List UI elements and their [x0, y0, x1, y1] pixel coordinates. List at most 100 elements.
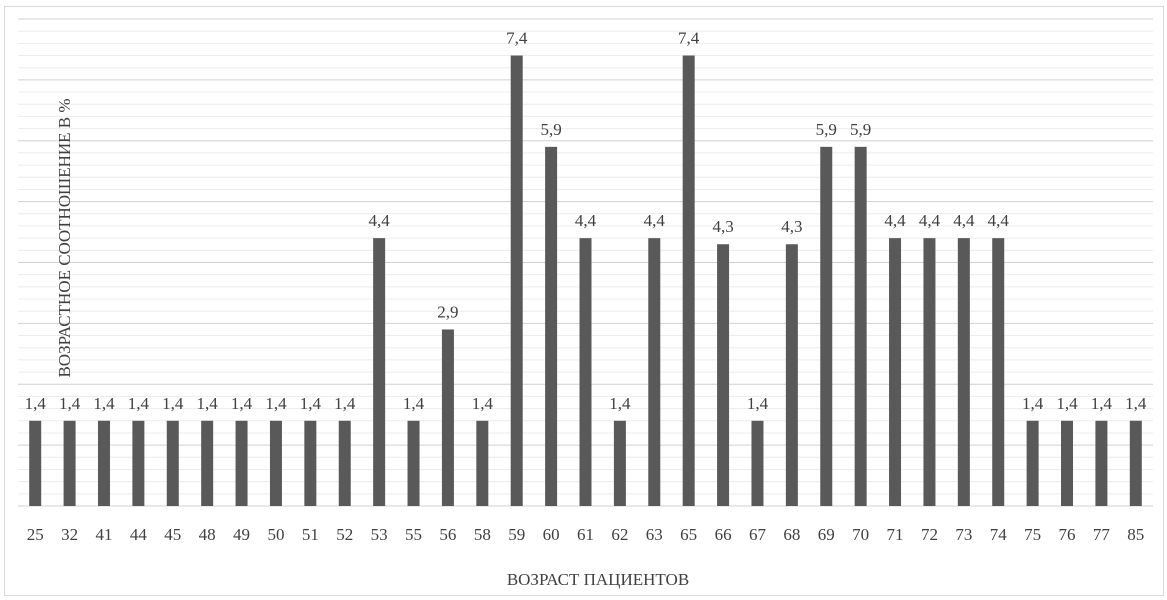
data-label-71: 4,4 [884, 211, 906, 230]
data-label-60: 5,9 [540, 120, 561, 139]
data-label-49: 1,4 [231, 394, 253, 413]
bar-70 [854, 146, 867, 506]
data-label-63: 4,4 [644, 211, 666, 230]
x-tick-62: 62 [611, 525, 628, 544]
bar-25 [29, 420, 42, 506]
bar-61 [579, 238, 592, 506]
x-tick-45: 45 [164, 525, 181, 544]
data-label-55: 1,4 [403, 394, 425, 413]
x-tick-65: 65 [680, 525, 697, 544]
bar-55 [407, 420, 420, 506]
bar-62 [613, 420, 626, 506]
x-tick-41: 41 [95, 525, 112, 544]
data-label-74: 4,4 [988, 211, 1010, 230]
bar-53 [373, 238, 386, 506]
data-label-51: 1,4 [300, 394, 322, 413]
x-tick-61: 61 [577, 525, 594, 544]
data-label-76: 1,4 [1056, 394, 1078, 413]
bar-66 [717, 244, 730, 507]
x-tick-73: 73 [955, 525, 972, 544]
bar-77 [1095, 420, 1108, 506]
x-tick-48: 48 [199, 525, 216, 544]
data-label-85: 1,4 [1125, 394, 1147, 413]
bar-74 [992, 238, 1005, 506]
x-tick-50: 50 [267, 525, 284, 544]
x-tick-51: 51 [302, 525, 319, 544]
x-tick-58: 58 [474, 525, 491, 544]
x-tick-63: 63 [646, 525, 663, 544]
data-labels: 1,4 1,4 1,4 1,4 1,4 1,4 1,4 1,4 1,4 1,4 4,4 1,4 2,9 1… [25, 29, 1147, 413]
bar-41 [97, 420, 110, 506]
x-tick-53: 53 [371, 525, 388, 544]
bar-71 [889, 238, 902, 506]
data-label-66: 4,3 [712, 217, 733, 236]
x-tick-71: 71 [887, 525, 904, 544]
data-label-50: 1,4 [265, 394, 287, 413]
data-label-45: 1,4 [162, 394, 184, 413]
data-label-58: 1,4 [472, 394, 494, 413]
x-tick-67: 67 [749, 525, 767, 544]
bar-49 [235, 420, 248, 506]
x-tick-68: 68 [783, 525, 800, 544]
bar-65 [682, 55, 695, 507]
y-axis-title: ВОЗРАСТНОЕ СООТНОШЕНИЕ В % [55, 98, 74, 377]
bar-59 [510, 55, 523, 507]
data-label-32: 1,4 [59, 394, 81, 413]
bar-60 [545, 146, 558, 506]
x-tick-76: 76 [1059, 525, 1076, 544]
data-label-52: 1,4 [334, 394, 356, 413]
data-label-75: 1,4 [1022, 394, 1044, 413]
data-label-56: 2,9 [437, 302, 458, 321]
x-tick-labels: 25 32 41 44 45 48 49 50 51 52 53 55 56 58 59 60 61 62 63 65… [27, 525, 1145, 544]
x-tick-44: 44 [130, 525, 148, 544]
x-tick-69: 69 [818, 525, 835, 544]
x-tick-77: 77 [1093, 525, 1111, 544]
bar-76 [1061, 420, 1074, 506]
bar-50 [269, 420, 282, 506]
bar-73 [957, 238, 970, 506]
data-label-25: 1,4 [25, 394, 47, 413]
bar-72 [923, 238, 936, 506]
data-label-73: 4,4 [953, 211, 975, 230]
bar-44 [132, 420, 145, 506]
x-tick-70: 70 [852, 525, 869, 544]
data-label-48: 1,4 [197, 394, 219, 413]
data-label-72: 4,4 [919, 211, 941, 230]
bar-69 [820, 146, 833, 506]
data-label-41: 1,4 [93, 394, 115, 413]
x-tick-55: 55 [405, 525, 422, 544]
bar-52 [338, 420, 351, 506]
x-tick-49: 49 [233, 525, 250, 544]
data-label-59: 7,4 [506, 29, 528, 48]
bar-32 [63, 420, 76, 506]
x-tick-56: 56 [439, 525, 456, 544]
bar-68 [785, 244, 798, 507]
bar-51 [304, 420, 317, 506]
data-label-68: 4,3 [781, 217, 802, 236]
bar-48 [201, 420, 214, 506]
bar-45 [166, 420, 179, 506]
data-label-44: 1,4 [128, 394, 150, 413]
data-label-70: 5,9 [850, 120, 871, 139]
data-label-65: 7,4 [678, 29, 700, 48]
bar-58 [476, 420, 489, 506]
x-tick-74: 74 [990, 525, 1008, 544]
bar-63 [648, 238, 661, 506]
bar-75 [1026, 420, 1039, 506]
x-tick-32: 32 [61, 525, 78, 544]
x-tick-60: 60 [543, 525, 560, 544]
bars [29, 55, 1142, 507]
x-tick-72: 72 [921, 525, 938, 544]
x-tick-52: 52 [336, 525, 353, 544]
data-label-67: 1,4 [747, 394, 769, 413]
bar-85 [1129, 420, 1142, 506]
data-label-77: 1,4 [1091, 394, 1113, 413]
x-tick-66: 66 [715, 525, 732, 544]
x-tick-25: 25 [27, 525, 44, 544]
x-tick-85: 85 [1127, 525, 1144, 544]
x-axis-title: ВОЗРАСТ ПАЦИЕНТОВ [507, 570, 689, 589]
data-label-69: 5,9 [816, 120, 837, 139]
data-label-62: 1,4 [609, 394, 631, 413]
bar-67 [751, 420, 764, 506]
